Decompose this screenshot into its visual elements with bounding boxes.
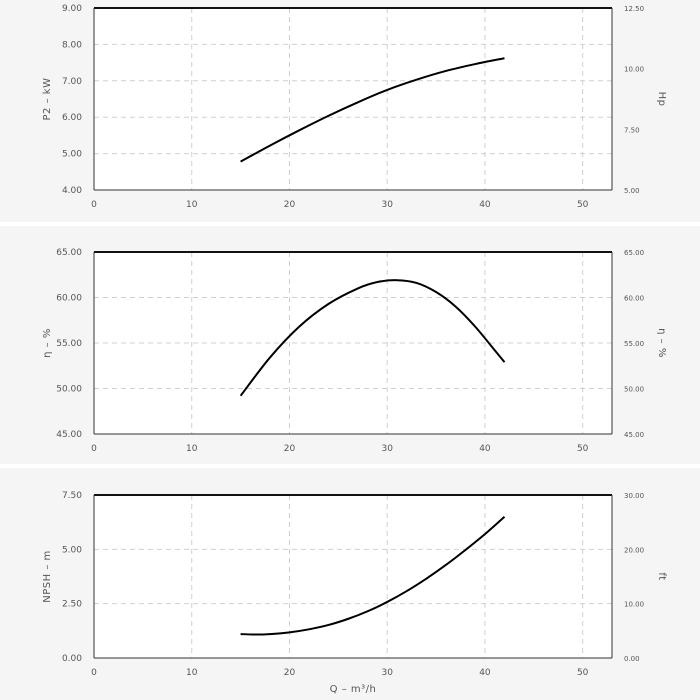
power-chart: 0 10 20 30 40 50 4.00 5.00 6.00 7.00 8.00 9.00 5.00 7… <box>0 0 700 222</box>
power-y2-tick-label: 12.50 <box>624 5 644 13</box>
power-x-tick-label: 10 <box>186 200 198 210</box>
efficiency-y2-tick-label: 65.00 <box>624 249 644 257</box>
npsh-y2-axis-title: ft <box>656 572 667 580</box>
npsh-x-tick-label: 20 <box>284 668 296 678</box>
npsh-y2-tick-label: 0.00 <box>624 655 640 663</box>
efficiency-curve-0 <box>239 279 506 397</box>
power-y2-tick-label: 10.00 <box>624 66 644 74</box>
npsh-y2-tick-label: 30.00 <box>624 492 644 500</box>
npsh-y-tick-label: 7.50 <box>62 491 82 501</box>
power-y-axis-title: P2 – kW <box>42 78 53 121</box>
efficiency-x-tick-label: 50 <box>577 444 589 454</box>
efficiency-y-axis-title: η – % <box>42 328 53 358</box>
power-x-tick-label: 50 <box>577 200 589 210</box>
efficiency-y2-axis-title: η – % <box>656 328 667 358</box>
efficiency-y-tick-label: 50.00 <box>56 385 82 395</box>
power-x-tick-label: 30 <box>381 200 393 210</box>
efficiency-x-tick-label: 30 <box>381 444 393 454</box>
efficiency-y2-tick-label: 55.00 <box>624 340 644 348</box>
npsh-y-axis-title: NPSH – m <box>42 550 53 602</box>
npsh-plot-area <box>94 495 612 658</box>
npsh-x-axis-title: Q – m³/h <box>330 684 377 695</box>
efficiency-x-tick-label: 20 <box>284 444 296 454</box>
power-y-tick-label: 5.00 <box>62 150 82 160</box>
efficiency-y-tick-label: 60.00 <box>56 294 82 304</box>
efficiency-x-tick-label: 10 <box>186 444 198 454</box>
power-y2-axis-title: Hp <box>656 92 667 107</box>
npsh-y-tick-label: 2.50 <box>62 600 82 610</box>
power-y2-tick-label: 7.50 <box>624 126 640 134</box>
power-x-tick-label: 20 <box>284 200 296 210</box>
power-y-tick-label: 4.00 <box>62 186 82 196</box>
npsh-x-tick-label: 0 <box>91 668 97 678</box>
power-plot-area <box>94 8 612 190</box>
npsh-y-tick-label: 0.00 <box>62 654 82 664</box>
npsh-x-tick-label: 50 <box>577 668 589 678</box>
power-curve-0 <box>240 57 505 163</box>
efficiency-y2-tick-label: 50.00 <box>624 386 644 394</box>
npsh-chart: 0 10 20 30 40 50 0.00 2.50 5.00 7.50 0.00 10.00 20.0… <box>0 468 700 700</box>
npsh-x-tick-label: 40 <box>479 668 491 678</box>
power-x-tick-label: 0 <box>91 200 97 210</box>
efficiency-y2-tick-label: 60.00 <box>624 295 644 303</box>
npsh-curve-0 <box>240 515 506 636</box>
efficiency-y-tick-label: 65.00 <box>56 248 82 258</box>
npsh-y-tick-label: 5.00 <box>62 545 82 555</box>
efficiency-x-tick-label: 40 <box>479 444 491 454</box>
power-y-tick-label: 7.00 <box>62 77 82 87</box>
npsh-y2-tick-label: 10.00 <box>624 601 644 609</box>
power-x-tick-label: 40 <box>479 200 491 210</box>
npsh-x-tick-label: 10 <box>186 668 198 678</box>
efficiency-chart: 0 10 20 30 40 50 45.00 50.00 55.00 60.00 65.00 45.0… <box>0 226 700 464</box>
power-y-tick-label: 8.00 <box>62 40 82 50</box>
power-y-tick-label: 9.00 <box>62 4 82 14</box>
efficiency-y-tick-label: 55.00 <box>56 339 82 349</box>
power-y-tick-label: 6.00 <box>62 113 82 123</box>
npsh-y2-tick-label: 20.00 <box>624 546 644 554</box>
power-y2-tick-label: 5.00 <box>624 187 640 195</box>
efficiency-plot-area <box>94 252 612 434</box>
efficiency-y2-tick-label: 45.00 <box>624 431 644 439</box>
efficiency-x-tick-label: 0 <box>91 444 97 454</box>
efficiency-y-tick-label: 45.00 <box>56 430 82 440</box>
npsh-x-tick-label: 30 <box>381 668 393 678</box>
